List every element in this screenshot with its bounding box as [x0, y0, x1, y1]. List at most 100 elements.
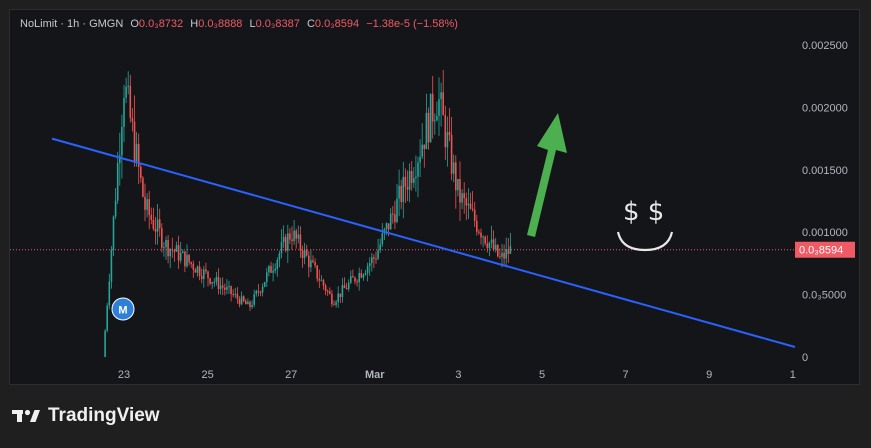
candle-body	[301, 250, 304, 258]
candle-body	[217, 276, 220, 290]
candle-body	[476, 220, 478, 232]
candle-body	[280, 242, 283, 254]
candle-body	[156, 219, 159, 232]
candle-body	[125, 86, 127, 98]
candle-body	[215, 276, 218, 282]
candle-body	[505, 249, 507, 259]
candle-body	[108, 281, 111, 306]
candle-body	[415, 176, 417, 179]
candle-body	[255, 291, 258, 295]
change-value: −1.38e-5 (−1.58%)	[366, 18, 458, 30]
candle-body	[394, 214, 396, 223]
chart-panel[interactable]: 0.002500 0.002000 0.001500 0.001000 0.0₃5000…	[9, 9, 860, 385]
candle-body	[116, 163, 119, 201]
candle-body	[182, 251, 184, 253]
candle-body	[287, 233, 289, 251]
candle-body	[263, 282, 266, 287]
y-tick-label: 0.002000	[802, 102, 848, 114]
candle-body	[379, 244, 381, 251]
candle-body	[274, 269, 276, 271]
candle-body	[140, 166, 142, 178]
candle-body	[129, 85, 132, 119]
candle-body	[194, 269, 197, 273]
candle-body	[236, 293, 239, 299]
candle-body	[473, 209, 476, 221]
low-label: L	[249, 18, 256, 30]
x-tick-label: 23	[118, 369, 130, 381]
candle-body	[345, 287, 348, 290]
marker-circle	[111, 297, 135, 321]
candle-body	[303, 249, 306, 258]
candle-body	[299, 234, 302, 251]
candle-body	[314, 262, 316, 266]
candle-body	[417, 162, 419, 177]
candle-body	[331, 293, 333, 305]
candle-body	[507, 249, 510, 254]
candle-body	[442, 92, 444, 116]
candle-body	[308, 255, 310, 268]
candle-body	[509, 245, 512, 254]
candle-body	[322, 280, 325, 286]
candle-body	[234, 293, 237, 295]
y-tick-label: 0.001500	[802, 165, 848, 177]
candle-body	[131, 118, 134, 122]
candle-body	[148, 199, 150, 216]
candle-body	[158, 219, 161, 229]
dollar-signs-annotation: $ $	[623, 197, 664, 227]
candle-body	[190, 262, 192, 264]
candle-body	[347, 282, 350, 290]
candle-body	[484, 236, 486, 244]
candle-body	[207, 271, 209, 279]
candle-body	[471, 208, 474, 210]
candle-body	[272, 270, 274, 273]
tradingview-logo-icon	[12, 409, 40, 422]
candle-body	[482, 236, 484, 238]
close-value: 0.0₃8594	[314, 18, 360, 30]
open-value: 0.0₃8732	[138, 18, 184, 30]
candle-body	[497, 244, 499, 257]
candle-body	[488, 242, 491, 249]
current-price-label: 0.0₃8594	[799, 245, 843, 257]
candle-body	[469, 203, 472, 209]
candle-body	[249, 301, 251, 308]
candle-body	[257, 291, 260, 293]
candle-body	[253, 294, 255, 305]
candle-body	[410, 171, 413, 183]
candle-body	[352, 276, 354, 278]
candle-body	[450, 134, 453, 174]
tradingview-brand[interactable]: TradingView	[12, 405, 160, 427]
candle-body	[270, 266, 272, 273]
candle-body	[203, 269, 205, 280]
candle-body	[459, 179, 461, 203]
candle-body	[123, 97, 125, 127]
candle-body	[438, 99, 440, 116]
candle-body	[385, 223, 388, 230]
candle-body	[339, 293, 342, 298]
candle-body	[224, 287, 226, 290]
candle-body	[427, 112, 430, 143]
candle-body	[503, 252, 505, 259]
candle-body	[110, 249, 113, 282]
candle-body	[478, 231, 480, 233]
chart-svg[interactable]: 0.002500 0.002000 0.001500 0.001000 0.0₃5000…	[10, 10, 861, 386]
candle-body	[448, 132, 451, 135]
high-value: 0.0₃8888	[198, 18, 243, 30]
candle-body	[163, 247, 165, 249]
candle-body	[499, 256, 501, 258]
candle-body	[419, 156, 421, 163]
candle-body	[362, 274, 365, 278]
candle-body	[431, 93, 434, 122]
candle-body	[121, 126, 123, 156]
candle-body	[230, 286, 232, 295]
candle-body	[366, 266, 369, 274]
candle-body	[329, 291, 331, 294]
candle-body	[402, 176, 405, 203]
x-tick-label: 9	[706, 369, 712, 381]
candle-body	[423, 144, 426, 150]
candle-body	[106, 305, 108, 331]
candle-body	[461, 193, 463, 203]
candle-body	[154, 228, 157, 232]
candle-body	[444, 115, 447, 148]
candle-body	[165, 240, 167, 248]
candle-body	[238, 298, 241, 305]
